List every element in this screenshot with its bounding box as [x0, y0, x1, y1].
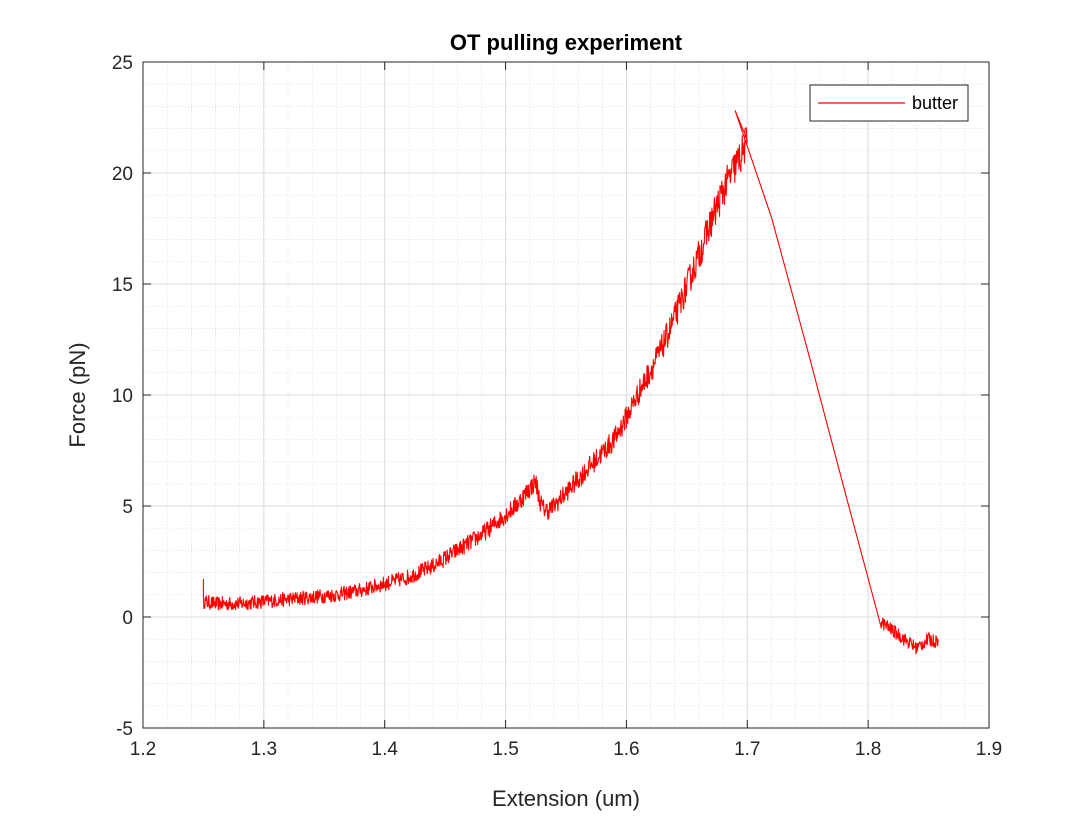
y-tick-label: 5 — [122, 497, 133, 518]
x-tick-label: 1.7 — [734, 739, 760, 760]
x-tick-label: 1.4 — [372, 739, 399, 760]
y-tick-label: 10 — [112, 386, 133, 407]
y-tick-label: 20 — [112, 164, 133, 185]
series-line-butter — [202, 110, 939, 655]
y-axis-label: Force (pN) — [65, 342, 90, 447]
x-tick-label: 1.3 — [251, 739, 277, 760]
chart-title: OT pulling experiment — [450, 30, 683, 55]
series-layer — [202, 110, 939, 655]
x-axis-label: Extension (um) — [492, 786, 640, 811]
x-tick-label: 1.6 — [613, 739, 639, 760]
tick-labels: 1.2 1.3 1.4 1.5 1.6 1.7 1.8 1.9 -5 0 5 10 15 20 25 — [112, 53, 1002, 760]
x-tick-label: 1.2 — [130, 739, 156, 760]
x-tick-label: 1.5 — [492, 739, 518, 760]
legend: butter — [809, 84, 969, 122]
y-tick-label: 15 — [112, 275, 133, 296]
axis-ticks — [142, 61, 990, 729]
y-tick-label: -5 — [116, 719, 133, 740]
x-tick-label: 1.8 — [855, 739, 881, 760]
major-grid — [142, 61, 990, 729]
y-tick-label: 0 — [122, 608, 133, 629]
x-tick-label: 1.9 — [976, 739, 1002, 760]
y-tick-label: 25 — [112, 53, 133, 74]
legend-label-butter: butter — [912, 93, 958, 113]
